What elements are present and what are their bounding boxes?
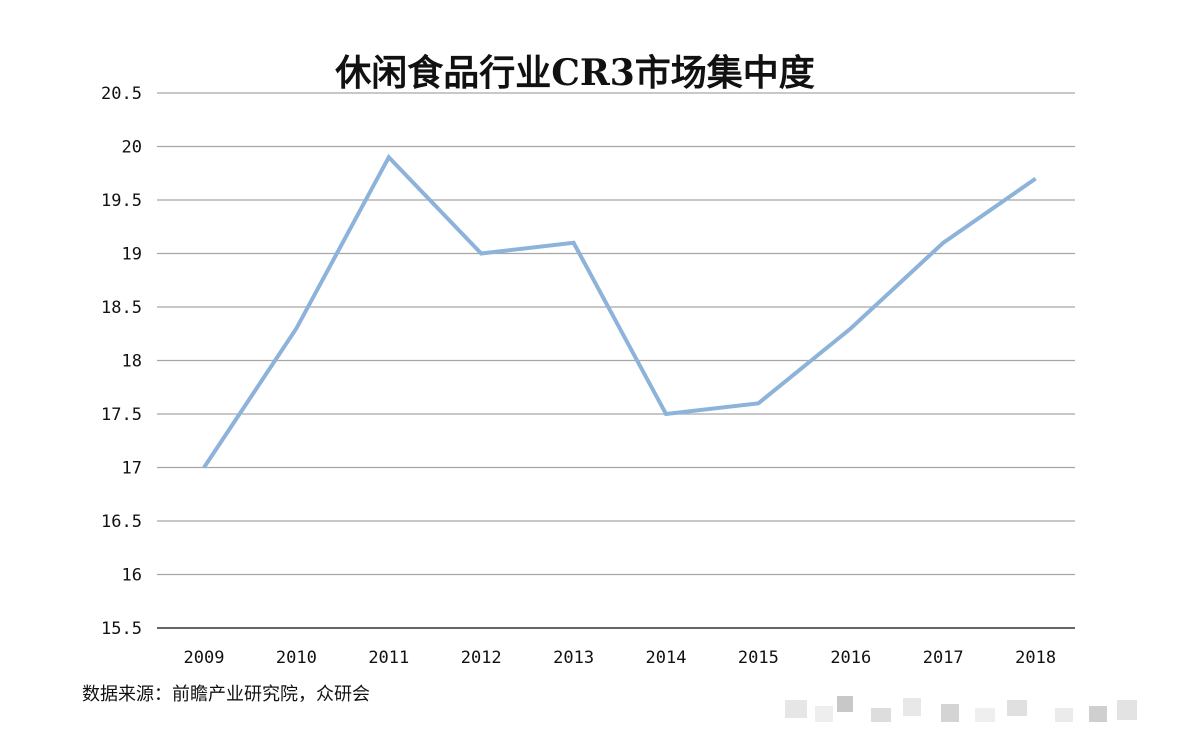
x-tick-label: 2017	[923, 648, 964, 668]
y-tick-label: 18	[122, 352, 142, 372]
blurred-watermark	[785, 690, 1145, 732]
y-tick-label: 16.5	[101, 512, 142, 532]
x-tick-label: 2016	[830, 648, 871, 668]
series-line	[204, 157, 1036, 467]
y-tick-label: 19.5	[101, 191, 142, 211]
y-tick-label: 15.5	[101, 619, 142, 639]
x-tick-label: 2015	[738, 648, 779, 668]
y-tick-label: 20.5	[101, 84, 142, 104]
x-tick-label: 2011	[368, 648, 409, 668]
chart-title: 休闲食品行业CR3市场集中度	[334, 52, 815, 94]
x-axis-labels: 2009 2010 2011 2012 2013 2014 2015 2016 2017 2018	[184, 648, 1057, 668]
y-tick-label: 20	[122, 138, 142, 158]
series-group	[204, 157, 1036, 468]
y-tick-label: 18.5	[101, 298, 142, 318]
x-tick-label: 2018	[1015, 648, 1056, 668]
y-tick-label: 16	[122, 566, 142, 586]
x-tick-label: 2013	[553, 648, 594, 668]
y-tick-label: 17	[122, 459, 142, 479]
source-note: 数据来源：前瞻产业研究院，众研会	[82, 680, 370, 706]
y-tick-label: 19	[122, 245, 142, 265]
x-tick-label: 2010	[276, 648, 317, 668]
grid-lines	[157, 93, 1075, 628]
y-axis-labels: 20.5 20 19.5 19 18.5 18 17.5 17 16.5 16 15.5	[101, 84, 142, 639]
x-tick-label: 2012	[461, 648, 502, 668]
y-tick-label: 17.5	[101, 405, 142, 425]
x-tick-label: 2014	[646, 648, 687, 668]
x-tick-label: 2009	[184, 648, 225, 668]
